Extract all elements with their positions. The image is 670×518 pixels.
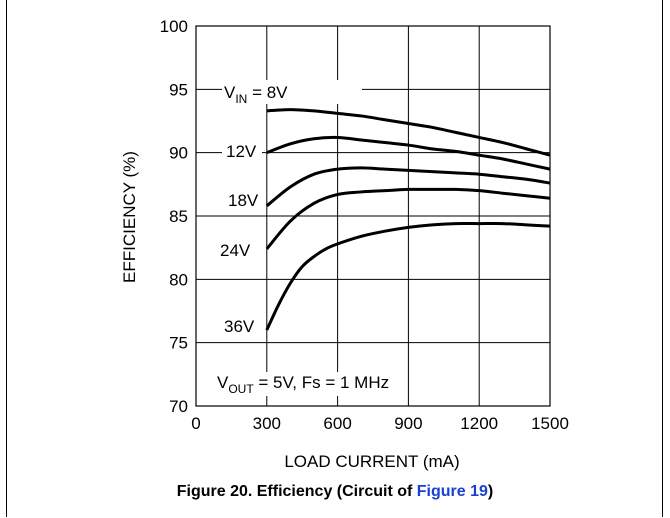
vin-label-bg <box>222 80 362 104</box>
y-tick-label: 95 <box>169 80 188 99</box>
x-tick-label: 300 <box>253 414 281 433</box>
series-label-8v: VIN = 8V <box>224 83 288 106</box>
caption-suffix: ) <box>487 483 494 500</box>
label-12v-bg <box>222 140 262 162</box>
label-24v-bg <box>218 239 262 261</box>
series-line-1 <box>266 135 551 171</box>
efficiency-chart: 0 300 600 900 1200 1500 70 75 80 85 90 95 100 EFFICI… <box>120 17 569 471</box>
label-18v-bg <box>224 189 264 211</box>
series-label-24v: 24V <box>220 241 251 260</box>
y-tick-label: 75 <box>169 334 188 353</box>
series-line-0 <box>266 108 551 157</box>
y-tick-label: 80 <box>169 270 188 289</box>
series-layer <box>265 108 551 331</box>
y-axis-label: EFFICIENCY (%) <box>120 151 139 283</box>
caption-prefix: Figure 20. Efficiency (Circuit of <box>176 483 417 500</box>
x-tick-label: 1500 <box>531 414 569 433</box>
x-tick-label: 0 <box>191 414 200 433</box>
x-tick-label: 600 <box>323 414 351 433</box>
y-tick-label: 85 <box>169 207 188 226</box>
series-label-12v: 12V <box>226 142 257 161</box>
x-tick-label: 900 <box>394 414 422 433</box>
page-frame <box>6 0 663 517</box>
label-36v-bg <box>220 315 264 337</box>
condition-label-bg <box>214 372 394 396</box>
condition-label: VOUT = 5V, Fs = 1 MHz <box>217 373 389 396</box>
tick-labels: 0 300 600 900 1200 1500 70 75 80 85 90 95 100 <box>160 17 569 433</box>
series-line-3 <box>265 187 551 250</box>
series-label-18v: 18V <box>228 191 259 210</box>
figure-19-link[interactable]: Figure 19 <box>416 483 488 500</box>
plot-border <box>195 25 551 407</box>
series-line-2 <box>265 166 551 208</box>
x-axis-label: LOAD CURRENT (mA) <box>284 452 459 471</box>
x-tick-label: 1200 <box>460 414 498 433</box>
grid <box>196 26 550 406</box>
series-label-36v: 36V <box>224 317 255 336</box>
y-tick-label: 90 <box>169 144 188 163</box>
figure-caption: Figure 20. Efficiency (Circuit of Figure… <box>0 483 670 501</box>
y-tick-label: 70 <box>169 397 188 416</box>
y-tick-label: 100 <box>160 17 188 36</box>
series-line-4 <box>265 222 551 331</box>
